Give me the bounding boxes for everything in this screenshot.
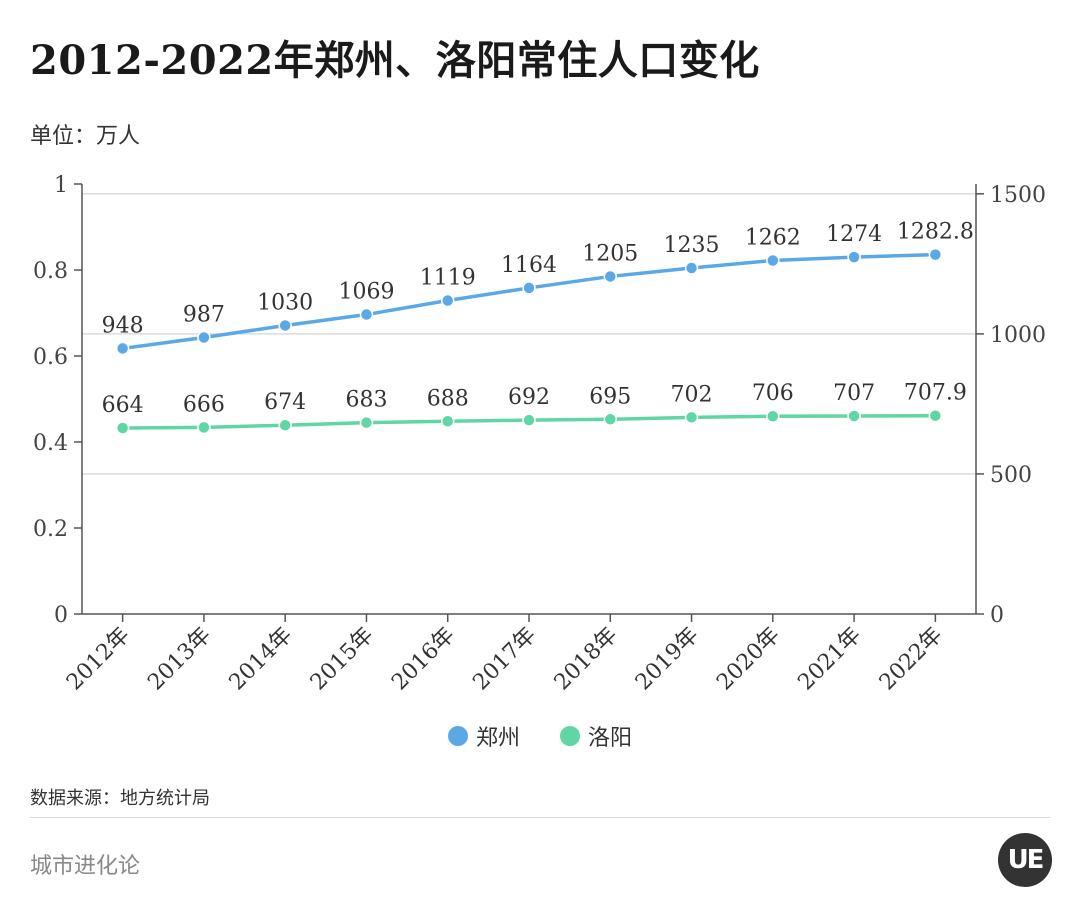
x-tick-label: 2013年 bbox=[143, 623, 216, 696]
line-chart: 0 0.2 0.4 0.6 0.8 1 0 500 1000 1500 2012年 2013年 2014… bbox=[33, 173, 1046, 696]
data-label: 692 bbox=[508, 385, 550, 410]
legend-item-luoyang[interactable]: 洛阳 bbox=[560, 720, 632, 752]
data-point bbox=[278, 418, 292, 432]
chart-legend: 郑州 洛阳 bbox=[0, 720, 1080, 752]
left-tick-label: 0.4 bbox=[33, 431, 68, 456]
legend-dot-zhengzhou bbox=[447, 726, 468, 746]
data-label: 987 bbox=[183, 303, 225, 328]
data-point bbox=[115, 341, 130, 356]
data-point bbox=[522, 281, 536, 295]
data-label: 1069 bbox=[338, 280, 394, 305]
right-tick-label: 0 bbox=[990, 603, 1004, 628]
data-label: 706 bbox=[752, 381, 794, 406]
x-tick-label: 2012年 bbox=[62, 623, 135, 696]
data-point bbox=[684, 261, 699, 275]
data-point bbox=[847, 409, 861, 423]
x-tick-label: 2014年 bbox=[225, 623, 298, 696]
data-point bbox=[603, 412, 618, 427]
data-label: 1274 bbox=[826, 222, 882, 247]
left-tick-label: 0.8 bbox=[33, 259, 68, 284]
legend-label-luoyang: 洛阳 bbox=[588, 726, 633, 751]
data-point bbox=[603, 269, 618, 284]
data-point bbox=[278, 318, 292, 333]
data-point bbox=[928, 247, 943, 262]
data-point bbox=[440, 293, 455, 308]
left-tick-label: 0.6 bbox=[33, 345, 68, 370]
left-tick-label: 0 bbox=[54, 603, 68, 628]
chart-title: 2012-2022年郑州、洛阳常住人口变化 bbox=[30, 37, 760, 84]
unit-label: 单位：万人 bbox=[30, 124, 141, 149]
data-point bbox=[197, 420, 211, 435]
data-point bbox=[197, 330, 211, 345]
data-point bbox=[847, 250, 861, 264]
data-point bbox=[928, 408, 943, 423]
data-point bbox=[440, 414, 455, 429]
data-label: 664 bbox=[102, 393, 144, 418]
left-tick-label: 1 bbox=[54, 173, 68, 198]
data-label: 1235 bbox=[664, 233, 720, 258]
x-tick-label: 2016年 bbox=[387, 623, 460, 696]
x-tick-label: 2017年 bbox=[468, 623, 541, 696]
x-tick-label: 2015年 bbox=[306, 623, 379, 696]
legend-label-zhengzhou: 郑州 bbox=[475, 726, 520, 751]
data-point bbox=[522, 413, 536, 427]
data-source: 数据来源：地方统计局 bbox=[30, 788, 210, 809]
data-label: 948 bbox=[102, 313, 144, 338]
data-label: 1164 bbox=[501, 253, 557, 278]
data-point bbox=[359, 307, 374, 322]
data-label: 707.9 bbox=[904, 381, 967, 406]
data-label: 707 bbox=[833, 381, 875, 406]
data-label: 1030 bbox=[257, 290, 313, 315]
x-tick-label: 2020年 bbox=[712, 623, 785, 696]
data-point bbox=[115, 421, 130, 435]
brand-logo-icon: UE bbox=[998, 833, 1052, 887]
x-tick-label: 2021年 bbox=[794, 623, 867, 696]
data-label: 1119 bbox=[420, 266, 476, 291]
data-label: 702 bbox=[671, 382, 713, 407]
data-label: 688 bbox=[427, 386, 469, 411]
data-point bbox=[359, 415, 374, 430]
left-tick-label: 0.2 bbox=[33, 517, 68, 542]
data-label: 1205 bbox=[582, 241, 638, 266]
x-tick-label: 2018年 bbox=[550, 623, 623, 696]
legend-dot-luoyang bbox=[560, 726, 580, 746]
footer-divider bbox=[30, 817, 1050, 818]
data-point bbox=[684, 410, 699, 425]
x-tick-label: 2019年 bbox=[631, 623, 704, 696]
brand-name: 城市进化论 bbox=[30, 854, 141, 879]
data-point bbox=[766, 409, 780, 423]
data-label: 666 bbox=[183, 392, 225, 417]
data-point bbox=[766, 253, 780, 268]
right-tick-label: 500 bbox=[990, 463, 1032, 488]
right-tick-label: 1000 bbox=[990, 323, 1046, 348]
data-label: 695 bbox=[589, 384, 631, 409]
data-label: 1262 bbox=[745, 225, 801, 250]
legend-item-zhengzhou[interactable]: 郑州 bbox=[447, 720, 520, 752]
x-tick-label: 2022年 bbox=[875, 623, 948, 696]
data-label: 683 bbox=[345, 388, 387, 413]
data-label: 1282.8 bbox=[897, 220, 974, 245]
right-tick-label: 1500 bbox=[990, 183, 1046, 208]
data-label: 674 bbox=[264, 390, 306, 415]
